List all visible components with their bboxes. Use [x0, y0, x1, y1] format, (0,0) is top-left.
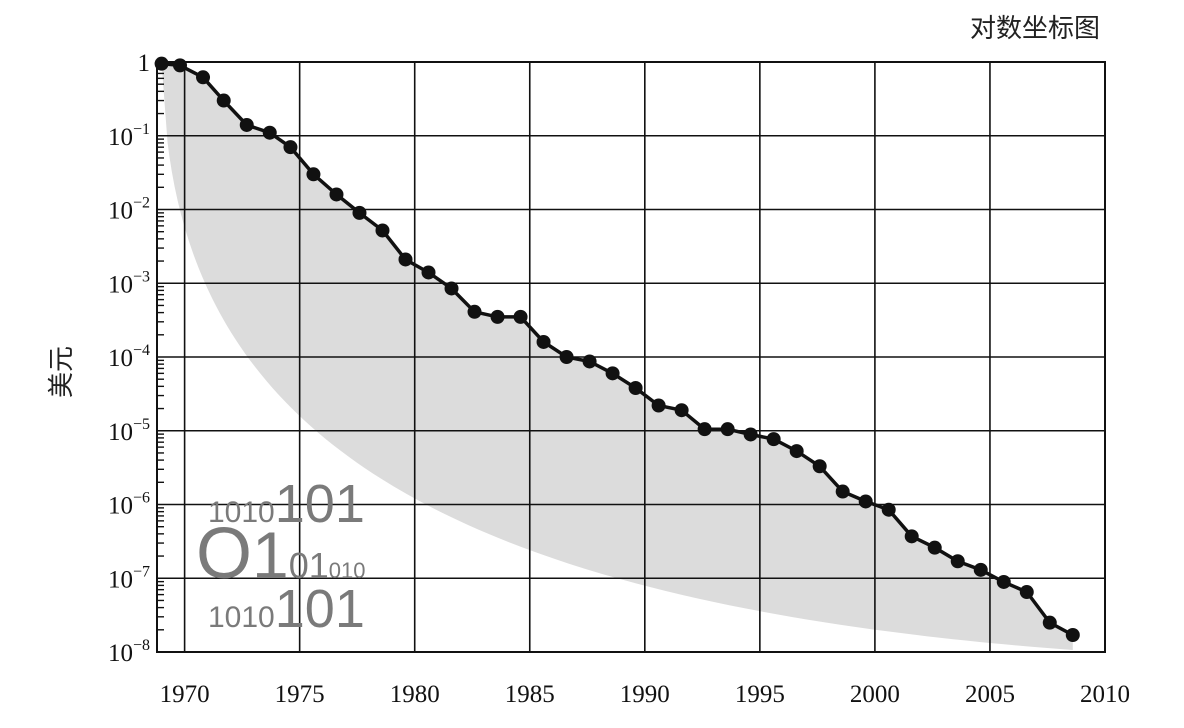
data-point	[216, 93, 231, 108]
data-point	[835, 484, 850, 499]
data-point	[950, 554, 965, 569]
data-point	[858, 494, 873, 509]
data-point	[927, 540, 942, 555]
x-tick-label: 1975	[275, 681, 325, 708]
shaded-area	[161, 63, 1073, 650]
data-point	[375, 223, 390, 238]
y-tick-label: 1	[138, 50, 151, 77]
data-point	[996, 574, 1011, 589]
data-point	[444, 281, 459, 296]
data-point	[1042, 615, 1057, 630]
x-tick-label: 1990	[620, 681, 670, 708]
y-tick-label: 10−6	[108, 490, 150, 520]
data-point	[904, 529, 919, 544]
y-tick-label: 10−1	[108, 121, 150, 151]
x-tick-label: 1980	[390, 681, 440, 708]
data-point	[306, 167, 321, 182]
x-axis-tick-labels: 1970 1975 1980 1985 1990 1995 2000 2005 2010	[160, 681, 1130, 708]
data-point	[467, 304, 482, 319]
data-point	[421, 265, 436, 280]
minor-tick-marks	[157, 64, 164, 631]
x-tick-label: 1970	[160, 681, 210, 708]
y-axis-label: 美元	[47, 346, 77, 398]
data-point	[1019, 585, 1034, 600]
data-point	[582, 354, 597, 369]
data-point	[1065, 628, 1080, 643]
data-point	[812, 459, 827, 474]
data-point	[605, 366, 620, 381]
data-point	[513, 309, 528, 324]
data-point	[651, 398, 666, 413]
data-point	[720, 422, 735, 437]
y-tick-label: 10−7	[108, 563, 150, 593]
data-point	[674, 403, 689, 418]
data-point	[239, 117, 254, 132]
data-point	[628, 380, 643, 395]
x-tick-label: 2005	[965, 681, 1015, 708]
data-point	[329, 187, 344, 202]
data-point	[881, 502, 896, 517]
y-tick-label: 10−5	[108, 416, 150, 446]
data-points	[154, 56, 1080, 643]
data-point	[352, 205, 367, 220]
y-tick-label: 10−2	[108, 195, 150, 225]
x-tick-label: 1985	[505, 681, 555, 708]
y-axis-tick-labels: 1 10−1 10−2 10−3 10−4 10−5 10−6 10−7 10−8	[108, 50, 150, 667]
data-point	[789, 444, 804, 459]
data-point	[398, 252, 413, 267]
y-tick-label: 10−8	[108, 637, 150, 667]
data-point	[196, 70, 211, 85]
x-tick-label: 2010	[1080, 681, 1130, 708]
data-point	[154, 56, 169, 71]
data-point	[697, 422, 712, 437]
data-point	[173, 58, 188, 73]
data-point	[262, 125, 277, 140]
data-point	[559, 350, 574, 364]
x-tick-label: 1995	[735, 681, 785, 708]
x-tick-label: 2000	[850, 681, 900, 708]
data-point	[283, 140, 298, 155]
plot-frame	[156, 61, 1106, 653]
data-point	[766, 432, 781, 447]
binary-digits-line: O101010	[196, 514, 366, 594]
data-point	[973, 562, 988, 577]
binary-digits-line: 1010101	[208, 579, 365, 639]
binary-digits-line: 1010101	[208, 474, 365, 534]
y-tick-label: 10−3	[108, 268, 150, 298]
data-point	[743, 427, 758, 442]
data-point	[490, 309, 505, 324]
chart-title: 对数坐标图	[970, 14, 1100, 44]
y-tick-label: 10−4	[108, 342, 150, 372]
data-point	[536, 334, 551, 349]
